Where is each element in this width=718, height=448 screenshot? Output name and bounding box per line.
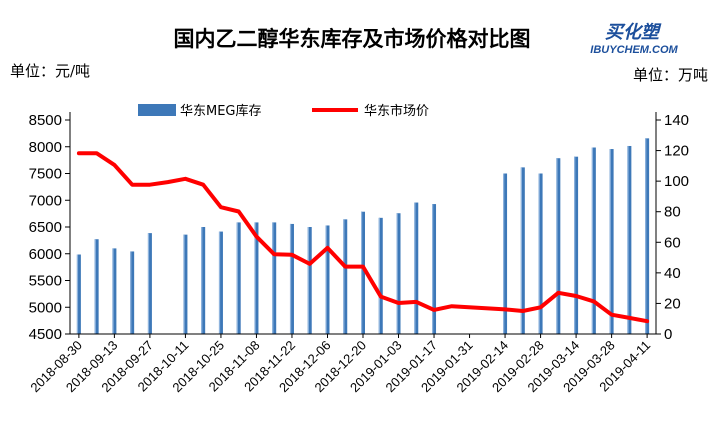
bar-highlight <box>325 225 327 334</box>
bar-mark <box>520 167 525 334</box>
bar-mark <box>574 156 579 334</box>
legend: 华东MEG库存 华东市场价 <box>138 103 429 119</box>
bar-highlight <box>574 156 576 334</box>
bar-highlight <box>147 233 150 334</box>
axes: 4500 5000 5500 6000 6500 7000 7500 8000 8500 0 20 4… <box>27 112 689 395</box>
left-tick-label: 8500 <box>29 112 62 129</box>
bar-highlight <box>218 231 221 334</box>
bar-highlight <box>343 219 345 334</box>
bar-highlight <box>378 217 380 334</box>
bar-highlight <box>645 138 647 334</box>
bar-highlight <box>130 251 132 334</box>
bar-highlight <box>503 173 505 334</box>
bar-highlight <box>254 222 256 334</box>
bar-highlight <box>627 145 629 334</box>
left-tick-label: 4500 <box>29 326 62 343</box>
bar-mark <box>591 147 596 334</box>
right-tick-label: 100 <box>664 173 689 190</box>
bar-mark <box>272 222 277 334</box>
bar-mark <box>307 227 312 334</box>
bar-mark <box>503 173 508 334</box>
bar-highlight <box>183 234 185 334</box>
bar-mark <box>183 234 188 334</box>
bar-mark <box>112 248 117 334</box>
bar-highlight <box>76 254 79 334</box>
bar-highlight <box>94 239 96 334</box>
left-tick-label: 6000 <box>29 246 62 263</box>
bar-mark <box>94 239 99 334</box>
left-tick-label: 5500 <box>29 273 62 290</box>
bar-mark <box>289 223 294 334</box>
bar-highlight <box>556 158 558 334</box>
chart-title: 国内乙二醇华东库存及市场价格对比图 <box>174 27 531 51</box>
bar-highlight <box>307 227 309 334</box>
bar-highlight <box>112 248 114 334</box>
right-axis-unit: 单位：万吨 <box>633 66 708 84</box>
bar-highlight <box>591 147 594 334</box>
bar-mark <box>218 231 223 334</box>
left-tick-label: 7000 <box>29 192 62 209</box>
bar-mark <box>254 222 259 334</box>
bar-mark <box>414 202 419 334</box>
left-axis-unit: 单位：元/吨 <box>10 62 90 80</box>
right-tick-label: 140 <box>664 112 689 129</box>
brand-logo: 买化塑 IBUYCHEM.COM <box>590 22 678 56</box>
bar-highlight <box>609 149 611 334</box>
bar-mark <box>627 145 632 334</box>
right-tick-label: 40 <box>664 265 681 282</box>
left-tick-label: 5000 <box>29 299 62 316</box>
right-tick-label: 80 <box>664 204 681 221</box>
bar-mark <box>556 158 561 334</box>
bar-mark <box>236 222 241 334</box>
right-tick-label: 20 <box>664 295 681 312</box>
bar-mark <box>432 204 437 334</box>
bar-mark <box>147 233 152 334</box>
right-tick-label: 60 <box>664 234 681 251</box>
bar-mark <box>396 213 401 334</box>
bar-highlight <box>272 222 274 334</box>
bar-mark <box>538 173 543 334</box>
right-tick-label: 0 <box>664 326 672 343</box>
bar-mark <box>130 251 135 334</box>
left-tick-label: 6500 <box>29 219 62 236</box>
bar-highlight <box>201 227 203 334</box>
bar-highlight <box>396 213 398 334</box>
price-line <box>76 151 650 324</box>
bar-mark <box>361 211 365 334</box>
bar-mark <box>325 225 330 334</box>
bar-highlight <box>414 202 416 334</box>
bar-mark <box>343 219 348 334</box>
bar-mark <box>609 149 614 334</box>
legend-bar-label: 华东MEG库存 <box>180 103 262 119</box>
right-tick-label: 120 <box>664 143 689 160</box>
bar-series <box>76 138 650 334</box>
bar-mark <box>378 217 383 334</box>
left-tick-label: 8000 <box>29 139 62 156</box>
left-tick-label: 7500 <box>29 166 62 183</box>
line-series <box>76 151 650 324</box>
bar-highlight <box>361 211 363 334</box>
bar-mark <box>76 254 81 334</box>
bar-mark <box>201 227 206 334</box>
bar-mark <box>645 138 650 334</box>
bar-highlight <box>520 167 523 334</box>
legend-bar-swatch <box>138 104 176 116</box>
legend-line-label: 华东市场价 <box>364 103 429 119</box>
brand-logo-bottom: IBUYCHEM.COM <box>590 44 678 56</box>
brand-logo-top: 买化塑 <box>605 22 662 43</box>
bar-highlight <box>289 223 292 334</box>
bar-highlight <box>538 173 540 334</box>
bar-highlight <box>236 222 238 334</box>
bar-highlight <box>432 204 434 334</box>
